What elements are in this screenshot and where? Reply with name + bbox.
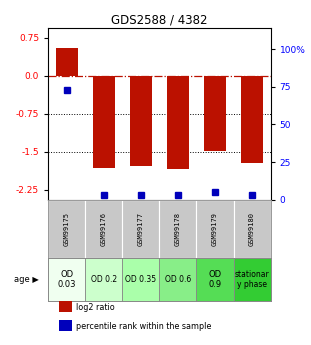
Text: OD 0.35: OD 0.35 <box>125 275 156 284</box>
Bar <box>56 48 78 76</box>
Bar <box>130 76 152 166</box>
Bar <box>234 200 271 258</box>
Text: OD
0.03: OD 0.03 <box>58 270 76 289</box>
Text: OD
0.9: OD 0.9 <box>208 270 221 289</box>
Text: stationar
y phase: stationar y phase <box>235 270 269 289</box>
Text: GSM99180: GSM99180 <box>249 212 255 246</box>
Title: GDS2588 / 4382: GDS2588 / 4382 <box>111 13 208 27</box>
Bar <box>93 76 115 168</box>
Bar <box>234 258 271 301</box>
Bar <box>122 200 160 258</box>
Bar <box>159 258 197 301</box>
Bar <box>59 301 72 312</box>
Bar <box>159 200 197 258</box>
Bar <box>85 258 122 301</box>
Text: GSM99175: GSM99175 <box>64 212 70 246</box>
Text: OD 0.6: OD 0.6 <box>165 275 191 284</box>
Bar <box>241 76 263 163</box>
Bar <box>59 321 72 331</box>
Text: GSM99176: GSM99176 <box>101 212 107 246</box>
Text: percentile rank within the sample: percentile rank within the sample <box>76 322 211 331</box>
Bar <box>197 258 234 301</box>
Bar <box>122 258 160 301</box>
Bar <box>48 200 85 258</box>
Bar <box>167 76 189 169</box>
Bar <box>204 76 226 151</box>
Text: GSM99178: GSM99178 <box>175 212 181 246</box>
Bar <box>48 258 85 301</box>
Text: log2 ratio: log2 ratio <box>76 303 115 312</box>
Bar <box>85 200 122 258</box>
Text: GSM99179: GSM99179 <box>212 212 218 246</box>
Text: age ▶: age ▶ <box>14 275 39 284</box>
Bar <box>197 200 234 258</box>
Text: GSM99177: GSM99177 <box>138 212 144 246</box>
Text: OD 0.2: OD 0.2 <box>91 275 117 284</box>
